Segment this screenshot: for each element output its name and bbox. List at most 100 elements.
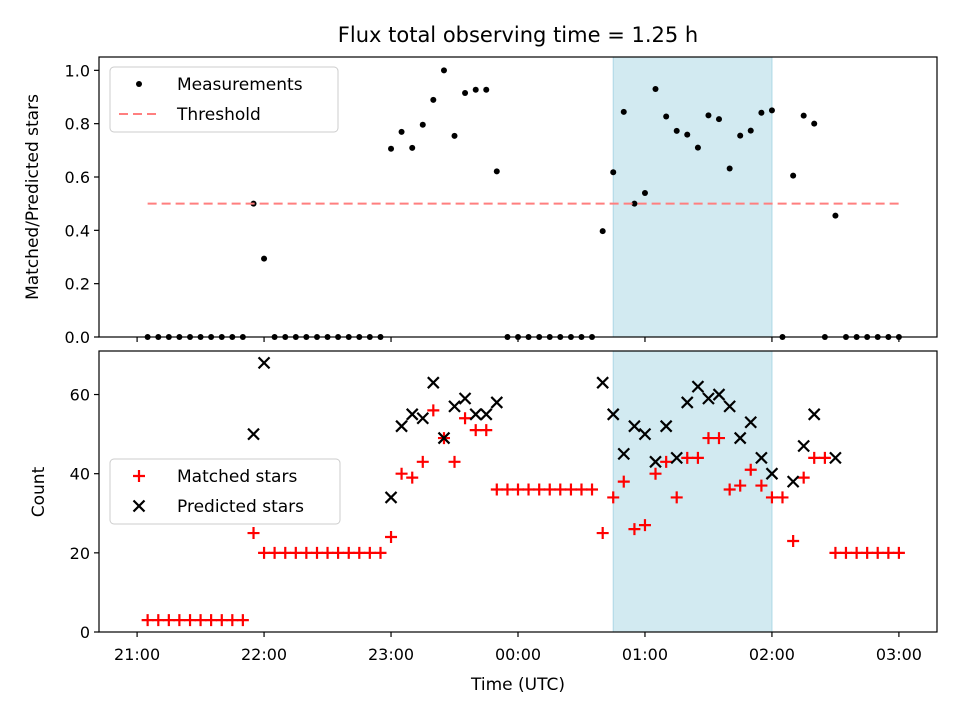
data-point	[261, 255, 268, 262]
data-point	[416, 455, 429, 468]
data-point	[702, 432, 715, 445]
data-point	[617, 475, 630, 488]
data-point	[247, 427, 260, 441]
data-point	[733, 431, 747, 445]
data-point	[406, 471, 419, 484]
data-point	[162, 614, 175, 627]
data-point	[694, 144, 701, 151]
data-point	[850, 546, 863, 559]
data-point	[758, 109, 765, 116]
data-point	[184, 614, 197, 627]
data-point	[829, 451, 842, 465]
data-point	[409, 144, 416, 151]
data-point	[786, 475, 800, 488]
legend-label: Predicted stars	[177, 497, 304, 517]
data-point	[744, 463, 757, 476]
data-point	[765, 491, 778, 504]
data-point	[659, 419, 673, 433]
data-point	[215, 614, 228, 627]
y-tick-label: 1.0	[65, 61, 90, 80]
data-point	[610, 169, 617, 176]
legend-swatch	[133, 470, 145, 482]
legend-box	[109, 66, 339, 133]
data-point	[797, 471, 810, 484]
data-point	[247, 527, 260, 540]
data-point	[737, 132, 744, 139]
y-tick-label: 0.2	[65, 275, 90, 294]
y-tick-label: 0.0	[65, 328, 90, 347]
data-point	[533, 483, 546, 496]
data-point	[607, 491, 620, 504]
legend-label: Measurements	[177, 75, 303, 95]
legend-box	[109, 458, 341, 525]
data-point	[374, 546, 387, 559]
data-point	[543, 483, 556, 496]
data-point	[765, 467, 779, 480]
data-point	[755, 451, 768, 465]
data-point	[469, 408, 482, 421]
y-tick-label: 0.4	[65, 221, 90, 240]
data-point	[462, 90, 469, 96]
x-tick-label: 02:00	[749, 645, 795, 664]
data-point	[152, 614, 165, 627]
data-point	[797, 439, 810, 453]
data-point	[808, 451, 821, 464]
data-point	[670, 491, 683, 504]
data-point	[755, 479, 768, 492]
data-point	[638, 519, 651, 532]
data-point	[236, 614, 249, 627]
data-point	[490, 483, 503, 496]
data-point	[205, 614, 218, 627]
data-point	[522, 483, 535, 496]
data-point	[787, 534, 800, 547]
data-point	[437, 431, 451, 445]
legend-swatch	[132, 499, 146, 513]
data-point	[712, 388, 726, 401]
data-point	[723, 400, 736, 413]
y-tick-label: 40	[70, 465, 90, 484]
x-tick-label: 21:00	[114, 645, 160, 664]
data-point	[427, 404, 440, 417]
data-point	[405, 408, 419, 421]
data-point	[715, 116, 722, 123]
data-point	[832, 212, 839, 219]
data-point	[596, 527, 609, 540]
x-axis-label: Time (UTC)	[470, 675, 565, 695]
data-point	[472, 86, 479, 93]
data-point	[829, 546, 842, 559]
data-point	[649, 467, 662, 480]
data-point	[332, 546, 345, 559]
data-point	[882, 546, 895, 559]
data-point	[479, 408, 493, 421]
legend-label: Threshold	[176, 105, 261, 125]
data-point	[268, 546, 281, 559]
data-point	[641, 190, 648, 196]
y-tick-label: 0.8	[65, 115, 90, 134]
data-point	[606, 408, 620, 421]
shaded-region	[612, 56, 773, 338]
data-point	[723, 483, 736, 496]
data-point	[342, 546, 355, 559]
data-point	[483, 86, 490, 93]
data-point	[398, 128, 405, 135]
data-point	[258, 546, 271, 559]
data-point	[480, 424, 493, 437]
legend-label: Matched stars	[177, 467, 297, 487]
data-point	[427, 376, 440, 389]
shaded-region	[612, 350, 773, 633]
data-point	[734, 479, 747, 492]
x-tick-label: 23:00	[368, 645, 414, 664]
bottom-plot-area: 0 20 40 60 21:00 22:00 23:00 00:00 01:00 02:00 03:…	[70, 350, 938, 664]
data-point	[684, 131, 691, 138]
data-point	[818, 451, 831, 464]
x-tick-label: 01:00	[622, 645, 668, 664]
data-point	[469, 424, 482, 437]
data-point	[384, 491, 398, 504]
data-point	[617, 447, 631, 461]
data-point	[311, 546, 324, 559]
y-tick-label: 0	[80, 623, 90, 642]
data-point	[363, 546, 376, 559]
data-point	[768, 107, 775, 114]
data-point	[173, 614, 186, 627]
legend-swatch	[136, 81, 142, 87]
